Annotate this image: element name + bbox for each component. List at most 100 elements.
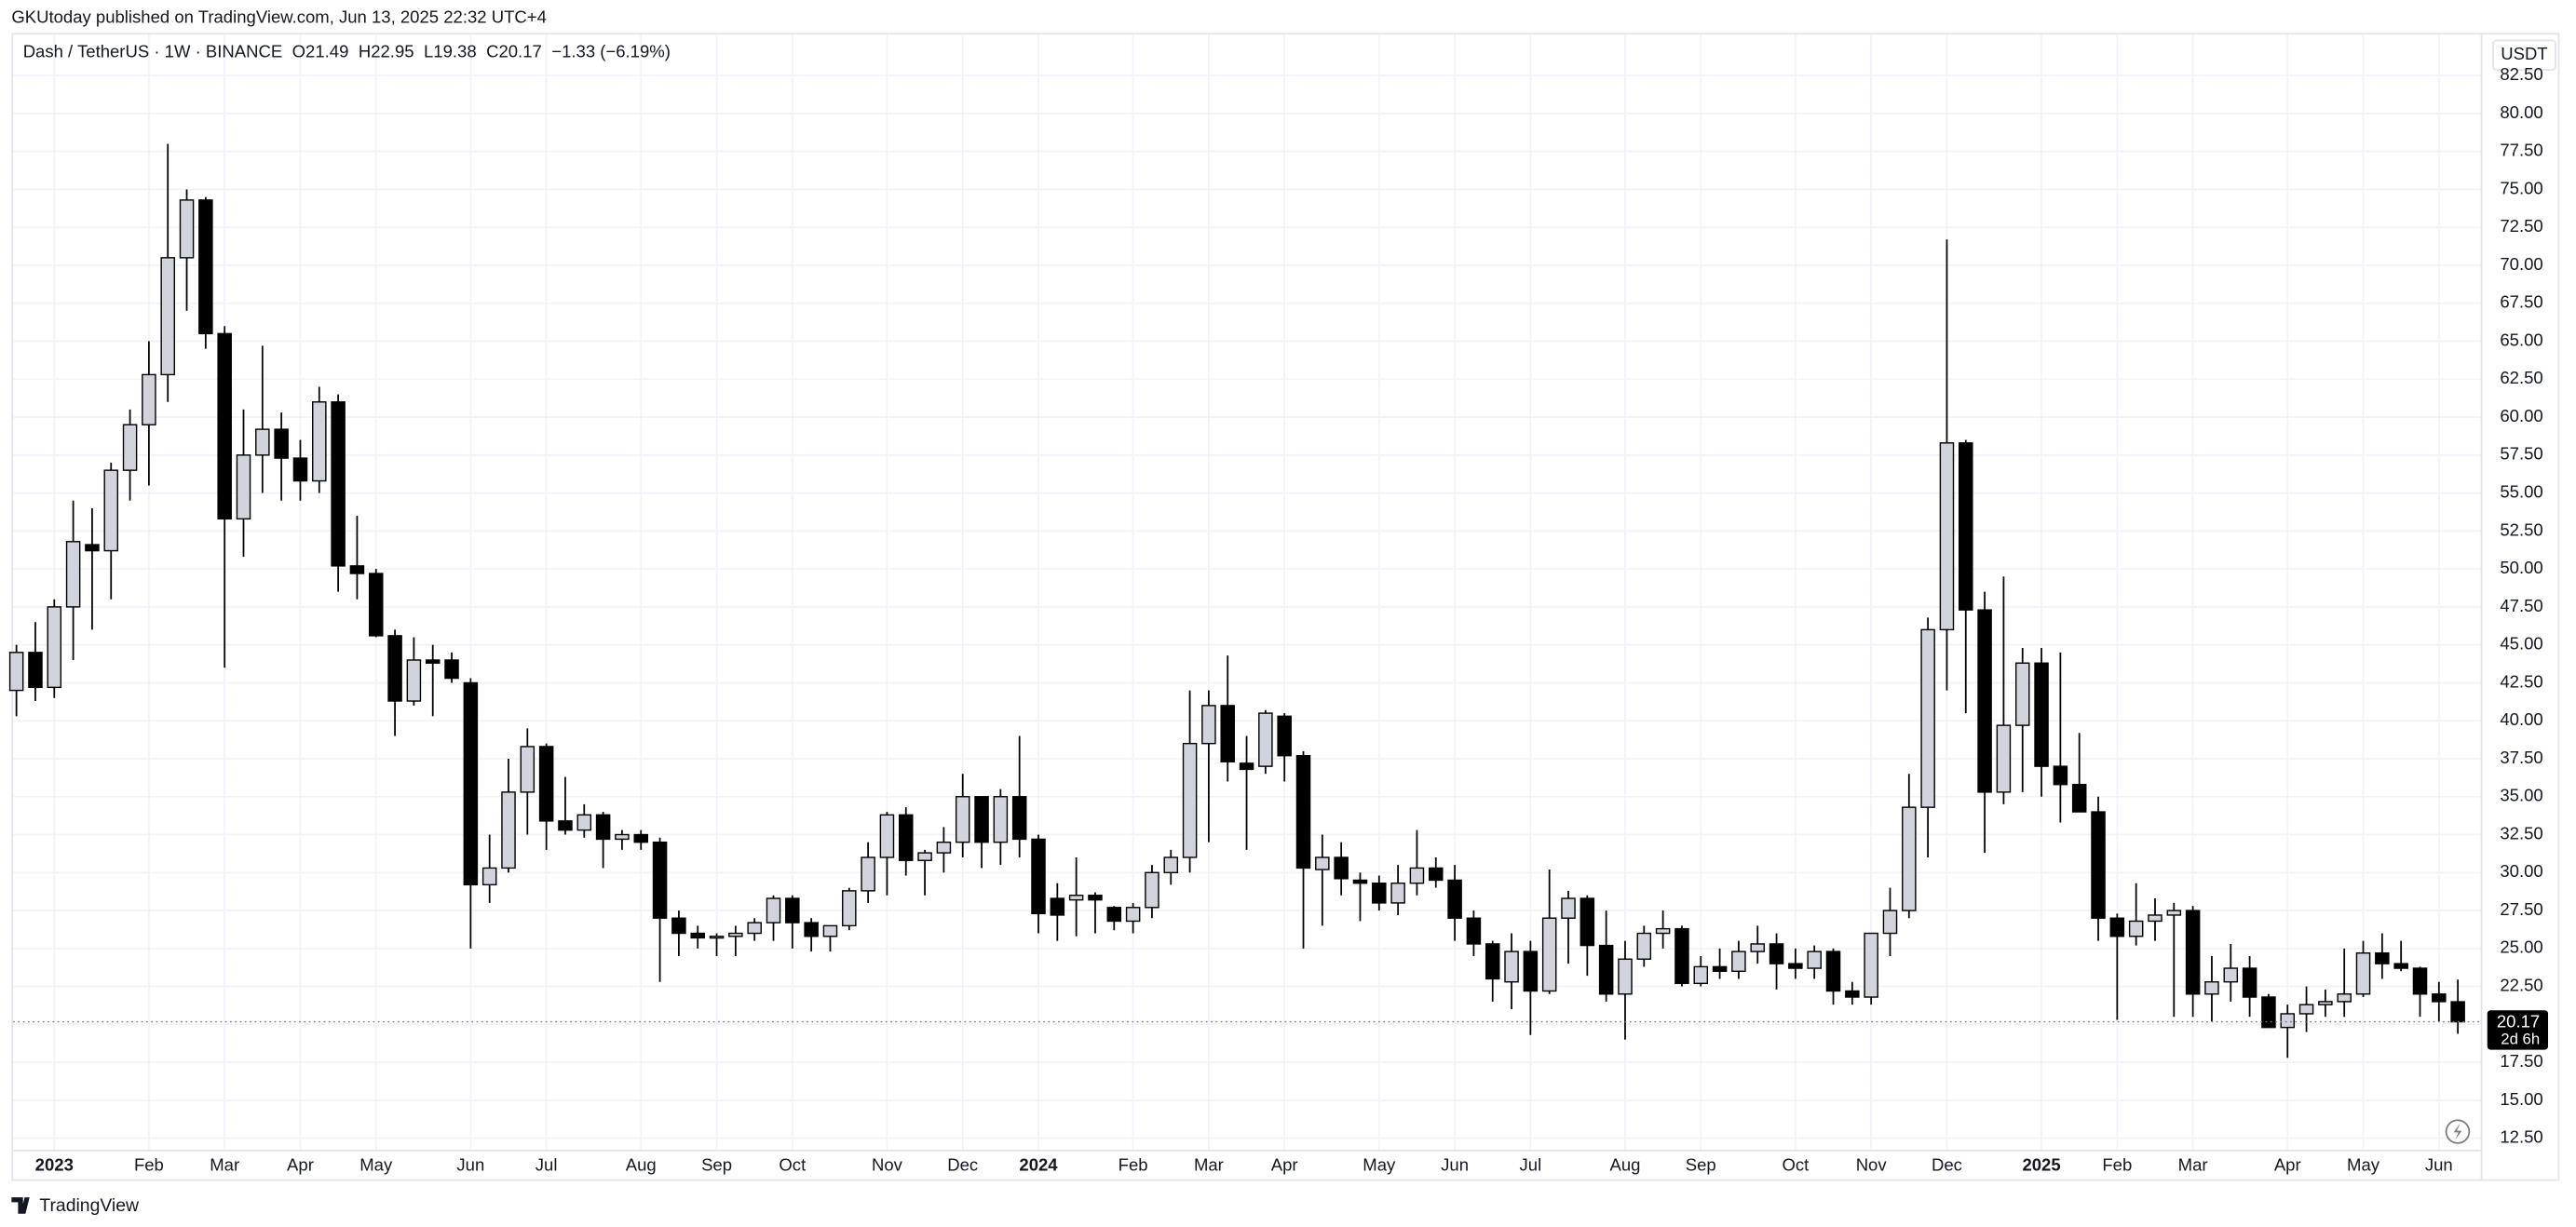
y-tick-label: 60.00 [2500,406,2542,425]
candle-up [615,833,630,841]
candle-up [1409,867,1425,884]
x-tick-label: Oct [1782,1154,1810,1174]
candle-down [2053,765,2068,786]
candle-down [425,659,441,664]
candle-down [2109,917,2125,937]
candle-down [274,428,289,459]
candle-up [1125,907,1141,923]
candle-up [2298,1004,2314,1015]
currency[interactable]: USDT [2501,44,2547,63]
y-tick-label: 32.50 [2500,823,2542,843]
candle-down [1106,907,1122,923]
candle-down [1050,897,1065,916]
legend-open: O21.49 [292,41,349,61]
candle-up [2148,914,2162,923]
candle-down [1523,951,1539,992]
candle-up [861,856,875,892]
candle-down [1712,965,1728,973]
y-tick-label: 42.50 [2500,671,2542,691]
x-tick-label: Sep [701,1154,732,1174]
candle-down [1429,867,1444,882]
candle-down [1579,897,1595,947]
candle-down [349,565,365,574]
y-tick-label: 25.00 [2500,937,2542,957]
x-tick-label: 2023 [35,1154,74,1174]
x-tick-label: Dec [947,1154,978,1174]
candle-up [917,852,932,861]
x-tick-label: Jun [1441,1154,1469,1174]
candle-up [1731,951,1746,973]
x-tick-label: May [1363,1154,1396,1174]
candle-down [1352,879,1368,884]
candle-down [331,401,346,567]
x-tick-label: Jun [2425,1154,2453,1174]
y-tick-label: 75.00 [2500,178,2542,197]
candle-up [1636,932,1652,960]
candle-down [1825,951,1841,992]
candle-down [198,199,213,335]
candle-up [1541,917,1557,992]
candle-up [2128,920,2144,937]
candle-down [785,897,800,924]
candle-up [1882,910,1898,935]
price-tag [2487,1010,2549,1050]
currency-button[interactable] [2492,39,2556,71]
x-tick-label: Nov [872,1154,903,1174]
candle-down [292,457,308,482]
candle-down [217,332,232,520]
candle-down [1447,879,1462,919]
y-tick-label: 22.50 [2500,975,2542,994]
candle-up [709,936,725,939]
lightning-icon[interactable] [2445,1119,2471,1144]
legend-close: C20.17 [486,41,542,61]
x-tick-label: Nov [1856,1154,1888,1174]
brand: TradingView [39,1195,140,1216]
y-tick-label: 52.50 [2500,519,2542,539]
candle-up [47,606,62,689]
candle-up [406,659,422,702]
y-tick-label: 35.00 [2500,786,2542,805]
candles [8,143,2465,1058]
y-tick-label: 40.00 [2500,709,2542,729]
candle-up [1655,927,1671,935]
brand-logo [11,1197,30,1214]
legend-high: H22.95 [359,41,414,61]
candle-down [1466,917,1482,945]
x-tick-label: Apr [287,1154,314,1174]
candle-down [974,796,989,843]
y-tick-label: 82.50 [2500,64,2542,84]
candle-up [1996,724,2012,793]
y-tick-label: 17.50 [2500,1051,2542,1071]
candle-down [898,814,914,861]
candle-down [1674,927,1689,985]
candle-up [2204,981,2219,995]
candle-down [633,833,649,843]
candle-down [2432,993,2447,1003]
legend-low: L19.38 [424,41,477,61]
candle-up [1315,856,1330,870]
x-tick-label: 2024 [1019,1154,1058,1174]
candle-up [2223,967,2239,983]
candle-up [481,867,497,886]
candle-down [2071,784,2087,813]
x-tick-label: Aug [1610,1154,1641,1174]
x-tick-label: Jun [456,1154,484,1174]
chart-frame [11,33,2560,1181]
y-tick-label: 45.00 [2500,634,2542,654]
published-note: GKUtoday published on TradingView.com, J… [11,7,547,26]
candle-up [1807,951,1822,969]
candle-up [1902,806,1917,911]
candle-up [2280,1013,2295,1029]
candle-up [312,401,327,482]
y-tick-label: 62.50 [2500,368,2542,387]
candle-down [1959,442,1973,611]
candle-up [501,791,516,870]
x-tick-label: 2025 [2022,1154,2060,1174]
candle-down [1011,796,1027,841]
candle-down [463,681,479,886]
y-tick-label: 30.00 [2500,861,2542,881]
candle-up [8,652,24,692]
